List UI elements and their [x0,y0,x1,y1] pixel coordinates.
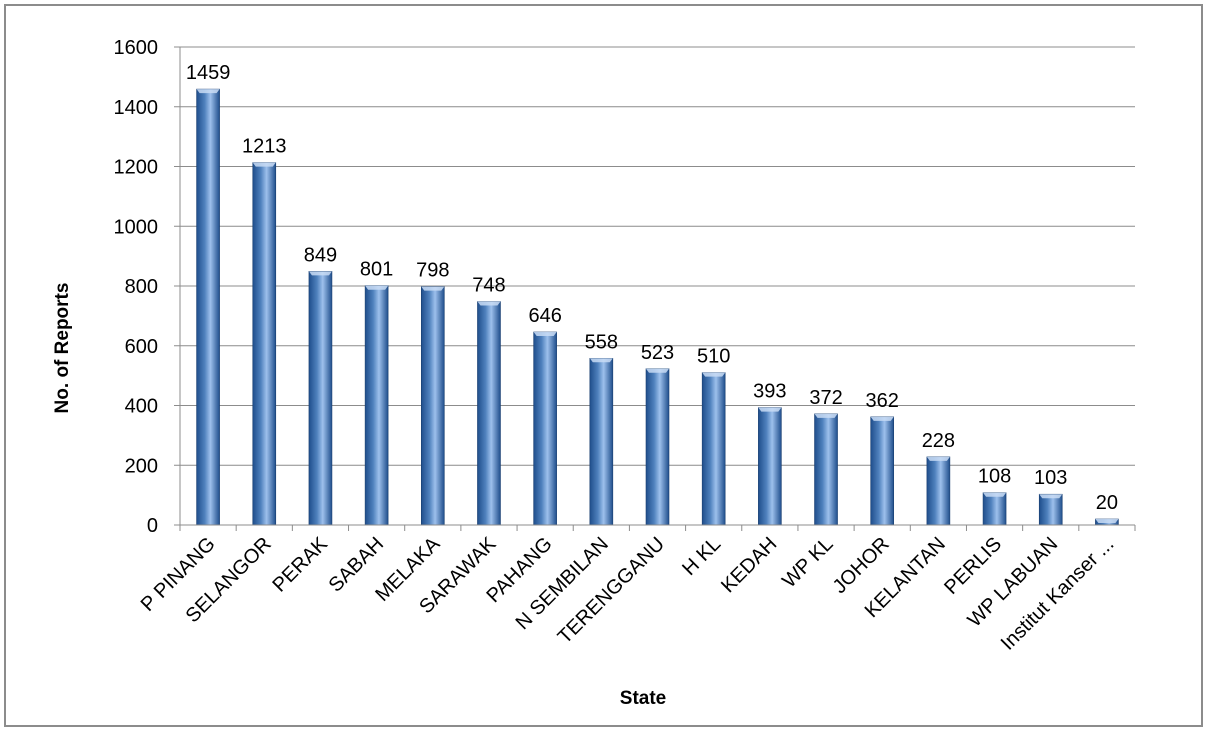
bar-body-12 [870,416,895,526]
bar-cap-6 [533,332,557,337]
bar-11 [814,413,838,526]
bar-15 [1038,493,1063,526]
bar-8 [645,368,670,526]
chart-frame: 1459 1213 849 801 798 748 646 558 523 510 393 372 36… [4,4,1203,727]
data-label-14: 108 [978,466,1011,488]
y-tick-label-0: 0 [147,515,158,537]
data-label-11: 372 [809,387,842,409]
bar-cap-4 [421,286,445,291]
bar-body-4 [420,286,445,526]
bar-cap-14 [983,492,1007,497]
bar-7 [589,357,614,526]
bar-1 [252,162,277,526]
bar-body-3 [364,285,389,526]
x-axis-ticks: P PINANGSELANGORPERAKSABAHMELAKASARAWAKP… [137,524,1136,655]
bar-cap-13 [926,456,950,461]
y-tick-label-4: 800 [125,276,158,298]
bar-body-14 [982,492,1007,526]
data-label-4: 798 [416,260,449,282]
bar-12 [870,416,895,526]
bar-cap-11 [814,413,838,418]
bar-6 [533,331,557,526]
bar-cap-2 [308,271,332,276]
bar-body-2 [308,271,333,526]
data-label-10: 393 [753,381,786,403]
data-label-15: 103 [1034,467,1067,489]
y-tick-label-6: 1200 [114,157,159,179]
y-tick-label-1: 200 [125,455,158,477]
x-tick-label-10: KEDAH [717,533,781,597]
bar-cap-7 [589,358,613,363]
bar-cap-10 [758,407,782,412]
data-label-0: 1459 [186,62,231,84]
bar-16 [1095,518,1119,526]
bar-body-1 [252,162,277,526]
y-tick-label-2: 400 [125,396,158,418]
data-label-3: 801 [360,259,393,281]
bar-cap-16 [1095,519,1119,524]
y-axis-ticks: 0 200 400 600 800 1000 1200 1400 1600 [114,37,181,537]
bar-body-6 [533,331,557,526]
x-tick-label-8: TERENGGANU [554,533,669,648]
data-label-5: 748 [472,275,505,297]
y-tick-label-3: 600 [125,336,158,358]
bar-body-5 [477,301,501,526]
bar-body-11 [814,413,838,526]
bar-body-10 [758,407,782,526]
data-labels: 1459 1213 849 801 798 748 646 558 523 510 393 372 36… [186,62,1118,514]
gridlines [180,46,1135,526]
bar-cap-15 [1039,494,1063,499]
bar-3 [364,285,389,526]
bar-cap-5 [477,301,501,306]
bar-cap-12 [870,416,894,421]
data-label-1: 1213 [242,136,287,158]
bar-body-8 [645,368,670,526]
bar-cap-1 [252,162,276,167]
x-tick-label-2: PERAK [268,533,332,597]
y-tick-label-7: 1400 [114,97,159,119]
bar-body-15 [1038,493,1063,526]
bar-13 [926,456,951,526]
bar-14 [982,492,1007,526]
bar-body-9 [701,372,726,526]
data-label-2: 849 [304,244,337,266]
bar-body-13 [926,456,951,526]
data-label-6: 646 [528,305,561,327]
bar-body-7 [589,357,614,526]
x-tick-label-9: H KL [678,533,725,580]
bar-2 [308,271,333,526]
bar-10 [758,407,782,526]
bar-4 [420,286,445,526]
bar-chart: 1459 1213 849 801 798 748 646 558 523 510 393 372 36… [52,37,1136,709]
data-label-12: 362 [866,390,899,412]
bar-0 [196,88,220,526]
y-tick-label-5: 1000 [114,216,159,238]
bar-cap-0 [196,89,220,94]
bar-5 [477,301,501,526]
bar-cap-3 [365,285,389,290]
x-axis-title: State [620,688,666,709]
bar-cap-8 [646,368,669,373]
y-tick-label-8: 1600 [114,37,159,59]
data-label-16: 20 [1096,492,1118,514]
bars [196,88,1119,526]
bar-9 [701,372,726,526]
data-label-13: 228 [922,430,955,452]
data-label-9: 510 [697,346,730,368]
y-axis-title: No. of Reports [52,283,73,414]
data-label-7: 558 [585,331,618,353]
bar-body-0 [196,88,220,526]
bar-cap-9 [702,372,726,377]
data-label-8: 523 [641,342,674,364]
